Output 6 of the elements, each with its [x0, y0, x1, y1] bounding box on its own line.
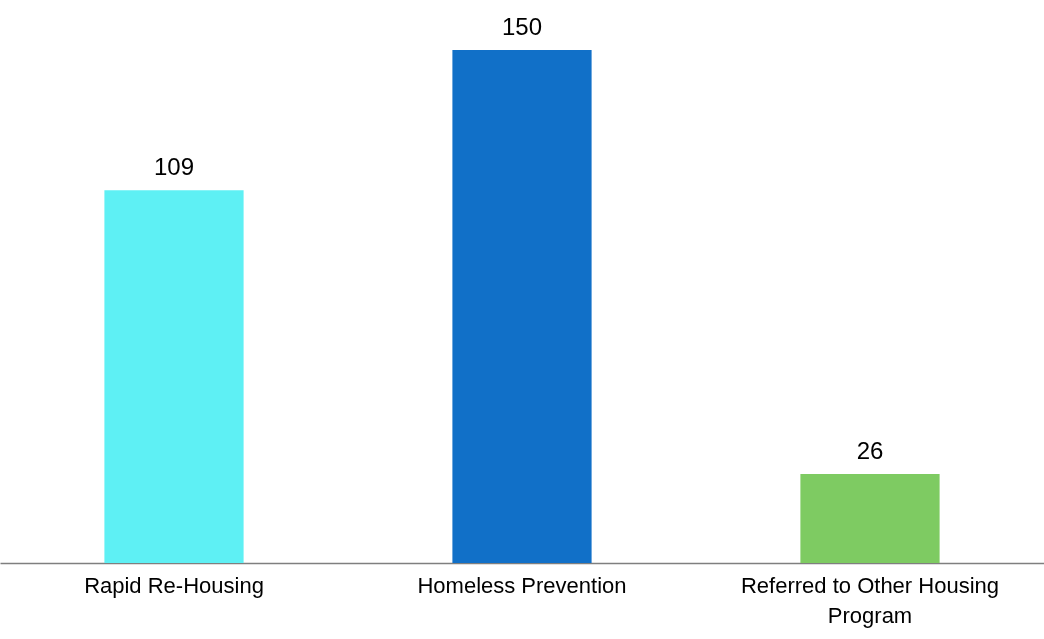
data-label: 26	[856, 437, 884, 465]
data-label: 150	[501, 13, 543, 40]
x-tick-label: Homeless Prevention	[417, 572, 627, 598]
x-tick-label: Referred to Other Housing Program	[740, 572, 1000, 628]
data-label: 109	[153, 153, 195, 181]
x-tick-label: Rapid Re-Housing	[84, 572, 264, 598]
